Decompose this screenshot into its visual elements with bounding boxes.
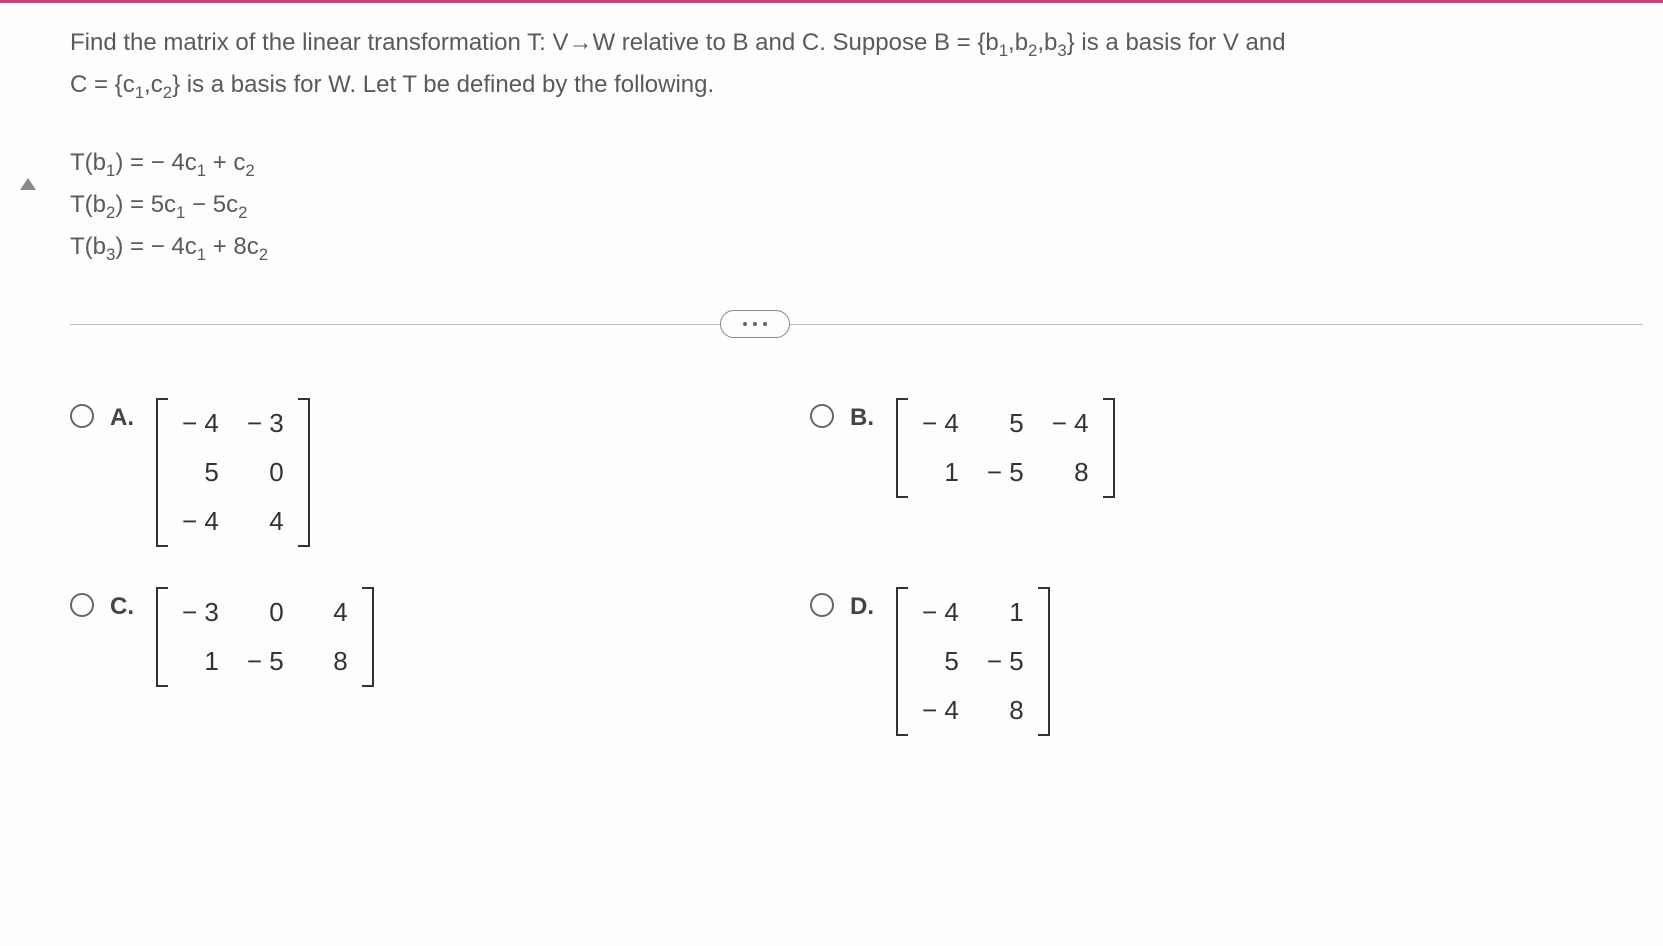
bracket-right-icon	[1103, 398, 1115, 498]
matrix-cell: 4	[312, 597, 348, 628]
bracket-left-icon	[156, 398, 168, 547]
sub-b3: 3	[1057, 41, 1066, 60]
question-page: Find the matrix of the linear transforma…	[0, 0, 1663, 946]
matrix-b-body: − 4 5 − 4 1 − 5 8	[908, 398, 1103, 498]
dot-icon	[753, 322, 757, 326]
q-line1-pre: Find the matrix of the linear transforma…	[70, 29, 568, 56]
dot-icon	[743, 322, 747, 326]
equation-2: T(b2) = 5c1 − 5c2	[70, 185, 1643, 227]
bracket-left-icon	[896, 587, 908, 736]
bracket-left-icon	[156, 587, 168, 687]
bracket-right-icon	[362, 587, 374, 687]
matrix-cell: 0	[247, 597, 284, 628]
matrix-b: − 4 5 − 4 1 − 5 8	[896, 398, 1115, 498]
question-text: Find the matrix of the linear transforma…	[70, 23, 1620, 108]
matrix-cell: − 5	[987, 457, 1024, 488]
transformation-equations: T(b1) = − 4c1 + c2 T(b2) = 5c1 − 5c2 T(b…	[70, 143, 1643, 270]
radio-a[interactable]	[70, 404, 94, 428]
matrix-d: − 4 15 − 5 − 4 8	[896, 587, 1050, 736]
matrix-a: − 4 − 3 50 − 4 4	[156, 398, 310, 547]
equation-3: T(b3) = − 4c1 + 8c2	[70, 227, 1643, 269]
matrix-cell: − 5	[987, 646, 1024, 677]
matrix-cell: 1	[182, 646, 219, 677]
sub-c2: 2	[163, 83, 172, 102]
option-c[interactable]: C. − 3 04 1 − 5 8	[70, 587, 770, 687]
option-label-d: D.	[850, 593, 880, 621]
sub-b2: 2	[1028, 41, 1037, 60]
sub-b1: 1	[999, 41, 1008, 60]
expand-pill-button[interactable]	[720, 310, 790, 338]
divider-line	[70, 324, 1643, 325]
matrix-cell: − 5	[247, 646, 284, 677]
answer-options: A. − 4− 350− 44 B. − 45− 41− 58 C. − 304…	[70, 398, 1643, 736]
collapse-arrow-icon[interactable]	[20, 178, 36, 190]
matrix-c-body: − 3 04 1 − 5 8	[168, 587, 362, 687]
matrix-cell: 0	[247, 457, 284, 488]
matrix-cell: − 4	[922, 597, 959, 628]
matrix-cell: 5	[182, 457, 219, 488]
matrix-cell: 1	[922, 457, 959, 488]
matrix-cell: 8	[312, 646, 348, 677]
radio-b[interactable]	[810, 404, 834, 428]
matrix-cell: 4	[247, 506, 284, 537]
radio-d[interactable]	[810, 593, 834, 617]
matrix-cell: − 4	[182, 408, 219, 439]
matrix-cell: 8	[1052, 457, 1089, 488]
matrix-d-body: − 4 15 − 5 − 4 8	[908, 587, 1038, 736]
matrix-cell: 8	[987, 695, 1024, 726]
q-line2-pre: C = {c	[70, 71, 135, 98]
matrix-cell: − 3	[247, 408, 284, 439]
matrix-c: − 3 04 1 − 5 8	[156, 587, 374, 687]
matrix-cell: − 4	[922, 408, 959, 439]
q-line1-post: W relative to B and C. Suppose B = {b	[592, 29, 998, 56]
matrix-cell: 5	[922, 646, 959, 677]
matrix-cell: − 4	[1052, 408, 1089, 439]
option-a[interactable]: A. − 4 − 3 50 − 4 4	[70, 398, 770, 547]
bracket-right-icon	[1038, 587, 1050, 736]
arrow-icon: →	[568, 29, 592, 56]
sub-c1: 1	[135, 83, 144, 102]
option-label-c: C.	[110, 593, 140, 621]
option-d[interactable]: D. − 4 15 − 5 − 4 8	[810, 587, 1510, 736]
option-label-a: A.	[110, 404, 140, 432]
matrix-cell: 1	[987, 597, 1024, 628]
radio-c[interactable]	[70, 593, 94, 617]
matrix-cell: − 4	[922, 695, 959, 726]
matrix-cell: − 3	[182, 597, 219, 628]
matrix-cell: − 4	[182, 506, 219, 537]
divider	[70, 310, 1643, 338]
bracket-left-icon	[896, 398, 908, 498]
bracket-right-icon	[298, 398, 310, 547]
matrix-cell: 5	[987, 408, 1024, 439]
equation-1: T(b1) = − 4c1 + c2	[70, 143, 1643, 185]
option-b[interactable]: B. − 4 5 − 4 1 − 5 8	[810, 398, 1510, 498]
dot-icon	[763, 322, 767, 326]
option-label-b: B.	[850, 404, 880, 432]
matrix-a-body: − 4 − 3 50 − 4 4	[168, 398, 298, 547]
